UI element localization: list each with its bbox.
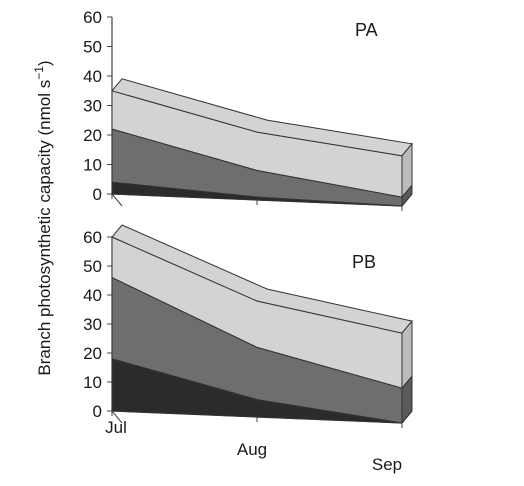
y-tick-label: 30: [83, 315, 102, 334]
area-layer-1: [111, 358, 403, 424]
y-tick-label: 50: [83, 257, 102, 276]
y-axis-label: Branch photosynthetic capacity (nmol s−1…: [32, 60, 54, 375]
panel-pb: 0 10 20 30 40 50 60 PB Jul Aug Sep: [83, 224, 413, 474]
y-tick-label: 30: [83, 97, 102, 116]
y-tick-label: 10: [83, 156, 102, 175]
y-tick-label: 0: [93, 185, 102, 204]
floor-left-edge: [111, 193, 123, 207]
y-tick-label: 60: [83, 228, 102, 247]
x-tick-label: Aug: [237, 440, 267, 459]
area-layer-1: [111, 181, 403, 207]
panel-pa: 0 10 20 30 40 50 60 PA: [83, 8, 413, 211]
y-tick-label: 10: [83, 373, 102, 392]
panel-label: PB: [352, 252, 376, 272]
side-face-1: [401, 410, 413, 424]
y-tick-label: 60: [83, 8, 102, 27]
panel-label: PA: [355, 20, 378, 40]
y-axis-label-tail: ): [35, 60, 54, 66]
y-tick-label: 40: [83, 286, 102, 305]
y-axis-label-main: Branch photosynthetic capacity (nmol s: [35, 80, 54, 376]
y-axis-label-superscript: −1: [32, 66, 46, 80]
y-tick-label: 20: [83, 344, 102, 363]
floor-left-edge: [111, 410, 123, 424]
x-tick-label: Jul: [105, 418, 127, 437]
side-face-1: [401, 193, 413, 207]
y-tick-label: 50: [83, 38, 102, 57]
x-tick-label: Sep: [372, 455, 402, 474]
y-tick-label: 20: [83, 126, 102, 145]
y-tick-label: 40: [83, 67, 102, 86]
y-tick-label: 0: [93, 402, 102, 421]
